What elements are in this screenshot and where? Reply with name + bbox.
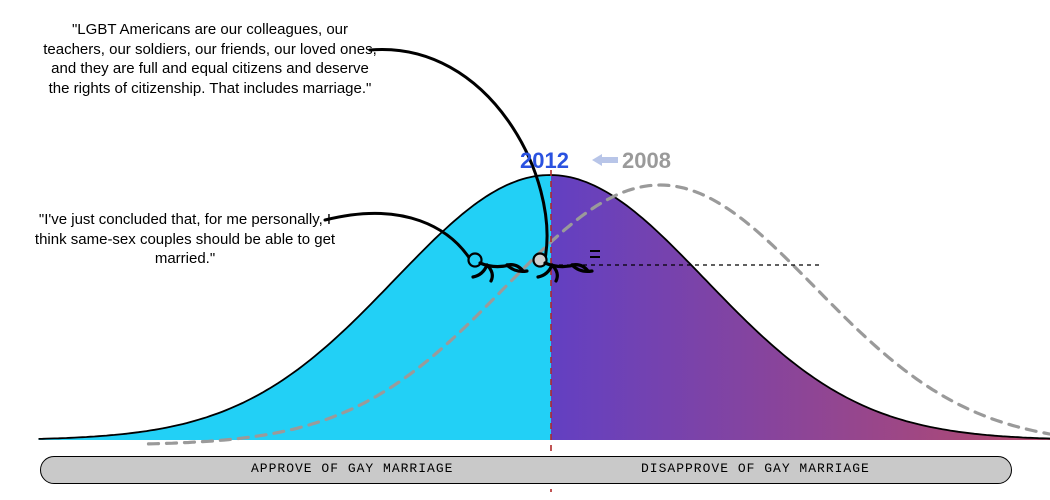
year-shift-arrow-icon bbox=[592, 154, 618, 166]
axis-label-disapprove: DISAPPROVE OF GAY MARRIAGE bbox=[641, 461, 870, 476]
axis-label-approve: APPROVE OF GAY MARRIAGE bbox=[251, 461, 453, 476]
year-label-2008: 2008 bbox=[622, 148, 671, 174]
stage: "LGBT Americans are our colleagues, our … bbox=[0, 0, 1050, 500]
quote-top: "LGBT Americans are our colleagues, our … bbox=[40, 20, 380, 98]
year-label-2012: 2012 bbox=[520, 148, 569, 174]
quote-mid: "I've just concluded that, for me person… bbox=[30, 210, 340, 269]
